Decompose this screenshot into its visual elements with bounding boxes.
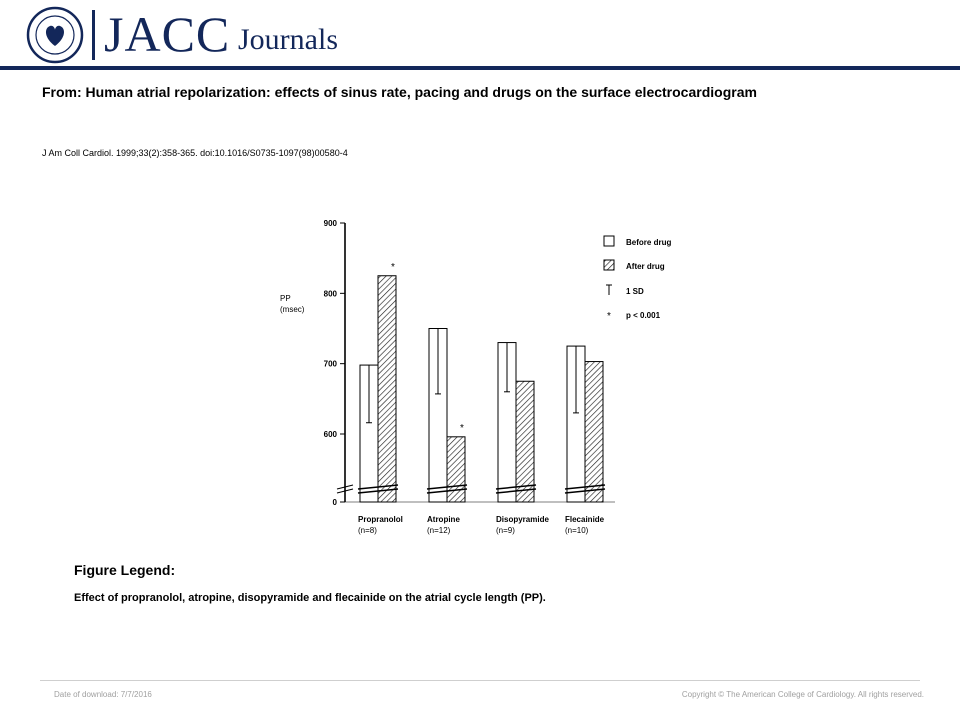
bar-break-line bbox=[357, 484, 399, 490]
after-drug-bar bbox=[377, 275, 397, 503]
after-drug-bar bbox=[584, 361, 604, 503]
y-tick-label: 0 bbox=[333, 498, 338, 507]
category-n-label: (n=12) bbox=[427, 526, 451, 535]
bar-break-line bbox=[564, 488, 606, 494]
axis-break-mark bbox=[336, 488, 354, 494]
article-title[interactable]: From: Human atrial repolarization: effec… bbox=[42, 84, 757, 100]
journal-brand: JACC bbox=[104, 6, 231, 62]
bar-break-line bbox=[495, 488, 537, 494]
significance-marker: * bbox=[391, 262, 395, 273]
copyright-notice: Copyright © The American College of Card… bbox=[681, 690, 924, 699]
y-axis-unit: (msec) bbox=[280, 305, 305, 314]
category-label: Propranolol bbox=[358, 515, 403, 524]
bar-break-line bbox=[564, 484, 606, 490]
figure-legend-heading: Figure Legend: bbox=[74, 562, 176, 578]
y-tick-label: 800 bbox=[324, 289, 338, 298]
figure-legend-text: Effect of propranolol, atropine, disopyr… bbox=[74, 592, 546, 604]
category-n-label: (n=8) bbox=[358, 526, 377, 535]
legend-swatch-after bbox=[603, 259, 615, 271]
category-n-label: (n=10) bbox=[565, 526, 589, 535]
category-n-label: (n=9) bbox=[496, 526, 515, 535]
y-axis-label: PP bbox=[280, 294, 291, 303]
legend-label: p < 0.001 bbox=[626, 311, 661, 320]
category-label: Atropine bbox=[427, 515, 460, 524]
footer-rule bbox=[40, 680, 920, 681]
journal-brand-suffix: Journals bbox=[238, 23, 338, 56]
download-date: Date of download: 7/7/2016 bbox=[54, 690, 152, 699]
y-tick-label: 900 bbox=[324, 219, 338, 228]
bar-break-line bbox=[426, 484, 468, 490]
acc-seal-logo bbox=[26, 6, 84, 64]
bar-chart: 0 600 700 800 900 PP (msec) * Propranolol (n=8) *… bbox=[280, 219, 671, 535]
category-label: Disopyramide bbox=[496, 515, 549, 524]
y-tick-label: 600 bbox=[324, 430, 338, 439]
legend-swatch-before bbox=[603, 235, 615, 247]
logo-divider bbox=[92, 10, 95, 60]
bar-break-line bbox=[426, 488, 468, 494]
after-drug-bar bbox=[515, 380, 535, 503]
bar-break-line bbox=[495, 484, 537, 490]
legend-significance-symbol: * bbox=[607, 311, 611, 322]
legend-label: Before drug bbox=[626, 238, 671, 247]
header-rule bbox=[0, 66, 960, 70]
after-drug-bar bbox=[446, 436, 466, 503]
article-citation: J Am Coll Cardiol. 1999;33(2):358-365. d… bbox=[42, 148, 348, 158]
y-tick-label: 700 bbox=[324, 360, 338, 369]
legend-label: After drug bbox=[626, 262, 665, 271]
legend-label: 1 SD bbox=[626, 287, 644, 296]
category-label: Flecainide bbox=[565, 515, 605, 524]
axis-break-mark bbox=[336, 484, 354, 490]
significance-marker: * bbox=[460, 423, 464, 434]
bar-break-line bbox=[357, 488, 399, 494]
journal-header: JACC Journals bbox=[0, 0, 960, 70]
